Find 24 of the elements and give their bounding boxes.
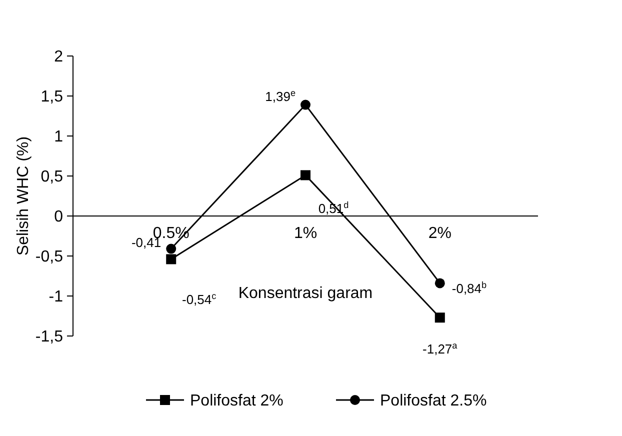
y-tick-label: 1,5 bbox=[40, 88, 64, 106]
y-tick-label: -1,5 bbox=[35, 328, 64, 346]
point bbox=[434, 278, 445, 288]
legend-label: Polifosfat 2% bbox=[190, 392, 284, 410]
y-tick-label: -1 bbox=[48, 288, 64, 306]
x-tick-label: 2% bbox=[428, 225, 452, 242]
x-axis-title: Konsentrasi garam bbox=[238, 285, 373, 302]
y-tick-label: 2 bbox=[54, 48, 64, 66]
data-label: -0,84$^{b}$ bbox=[452, 280, 487, 296]
data-label: -0,54$^{c}$ bbox=[182, 291, 217, 308]
point bbox=[434, 312, 445, 323]
data-label: -1,27$^{a}$ bbox=[422, 340, 458, 357]
data-label: 1,39$^{e}$ bbox=[265, 88, 296, 104]
point bbox=[166, 244, 176, 254]
x-tick-label: 1% bbox=[294, 225, 318, 242]
point bbox=[300, 100, 310, 110]
y-tick-label: 0 bbox=[54, 208, 64, 226]
legend-label: Polifosfat 2.5% bbox=[380, 392, 487, 410]
y-tick-label: -0,5 bbox=[35, 248, 64, 266]
y-axis-title: Selisih WHC (%) bbox=[15, 136, 32, 256]
y-tick-label: 1 bbox=[54, 128, 64, 146]
y-tick-label: 0,5 bbox=[40, 168, 64, 186]
point bbox=[300, 170, 310, 180]
point bbox=[166, 254, 176, 264]
